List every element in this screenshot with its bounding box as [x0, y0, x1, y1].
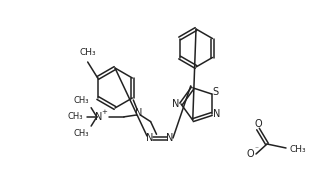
Text: ⁻: ⁻	[254, 144, 258, 153]
Text: CH₃: CH₃	[290, 146, 306, 155]
Text: N: N	[135, 108, 142, 118]
Text: N: N	[166, 133, 174, 143]
Text: O: O	[246, 149, 254, 159]
Text: S: S	[213, 87, 219, 97]
Text: CH₃: CH₃	[73, 129, 89, 138]
Text: CH₃: CH₃	[73, 96, 89, 105]
Text: N: N	[95, 112, 102, 122]
Text: N: N	[213, 109, 220, 119]
Text: +: +	[101, 109, 107, 115]
Text: N: N	[146, 133, 154, 143]
Text: O: O	[254, 119, 262, 129]
Text: N: N	[172, 99, 180, 109]
Text: CH₃: CH₃	[67, 112, 83, 121]
Text: CH₃: CH₃	[79, 48, 96, 57]
